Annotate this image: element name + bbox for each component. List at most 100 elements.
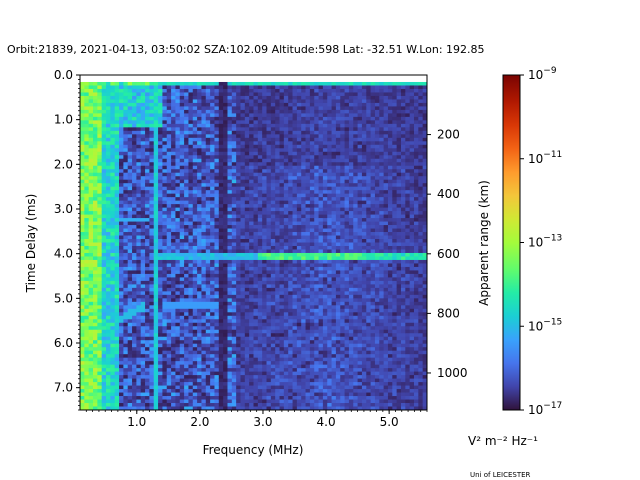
heatmap-cell: [275, 106, 280, 111]
heatmap-cell: [106, 270, 111, 275]
heatmap-cell: [253, 294, 259, 299]
heatmap-cell: [309, 85, 315, 90]
heatmap-cell: [218, 141, 224, 146]
heatmap-cell: [205, 172, 211, 177]
heatmap-cell: [97, 169, 103, 174]
heatmap-cell: [80, 308, 85, 313]
heatmap-cell: [149, 211, 155, 215]
heatmap-cell: [97, 99, 103, 104]
heatmap-cell: [106, 343, 111, 348]
heatmap-cell: [119, 263, 124, 268]
heatmap-cell: [158, 406, 163, 411]
heatmap-cell: [223, 225, 228, 229]
heatmap-cell: [305, 204, 311, 208]
heatmap-cell: [127, 183, 133, 188]
heatmap-cell: [283, 263, 289, 268]
heatmap-cell: [275, 399, 280, 404]
heatmap-cell: [119, 218, 124, 222]
heatmap-cell: [158, 134, 163, 139]
heatmap-cell: [244, 280, 250, 285]
heatmap-cell: [88, 329, 94, 334]
heatmap-cell: [149, 232, 155, 236]
heatmap-cell: [114, 249, 120, 254]
heatmap-cell: [301, 364, 306, 369]
heatmap-cell: [279, 137, 285, 142]
heatmap-cell: [301, 329, 306, 334]
heatmap-cell: [153, 204, 159, 208]
heatmap-cell: [175, 270, 181, 275]
heatmap-cell: [114, 263, 120, 268]
heatmap-cell: [80, 340, 85, 345]
heatmap-cell: [93, 99, 98, 104]
heatmap-cell: [279, 340, 285, 345]
heatmap-cell: [305, 298, 311, 303]
heatmap-cell: [223, 207, 228, 212]
heatmap-cell: [236, 298, 241, 303]
heatmap-cell: [184, 389, 189, 393]
heatmap-cell: [288, 162, 293, 167]
heatmap-cell: [301, 361, 306, 366]
heatmap-cell: [97, 155, 103, 160]
heatmap-cell: [257, 319, 263, 324]
heatmap-cell: [84, 284, 90, 289]
heatmap-cell: [119, 186, 124, 191]
heatmap-cell: [158, 354, 163, 359]
heatmap-cell: [201, 179, 207, 184]
heatmap-cell: [136, 399, 142, 404]
heatmap-cell: [158, 179, 163, 184]
heatmap-cell: [162, 326, 168, 331]
heatmap-cell: [201, 403, 207, 407]
heatmap-cell: [253, 190, 259, 195]
heatmap-cell: [106, 256, 111, 261]
heatmap-cell: [227, 266, 233, 271]
heatmap-cell: [305, 305, 311, 310]
heatmap-cell: [101, 259, 107, 264]
heatmap-cell: [158, 214, 163, 219]
heatmap-cell: [214, 322, 220, 327]
heatmap-cell: [305, 225, 311, 229]
heatmap-cell: [110, 176, 116, 181]
heatmap-cell: [123, 106, 129, 111]
heatmap-cell: [162, 273, 168, 278]
heatmap-cell: [197, 158, 202, 163]
heatmap-cell: [153, 399, 159, 404]
heatmap-cell: [153, 200, 159, 205]
heatmap-cell: [153, 350, 159, 355]
heatmap-cell: [114, 113, 120, 118]
heatmap-cell: [283, 148, 289, 153]
heatmap-cell: [145, 165, 150, 170]
heatmap-cell: [266, 305, 272, 310]
heatmap-cell: [149, 99, 155, 104]
heatmap-cell: [114, 336, 120, 341]
heatmap-cell: [244, 228, 250, 233]
heatmap-cell: [188, 137, 194, 142]
heatmap-cell: [119, 245, 124, 250]
heatmap-cell: [88, 232, 94, 236]
heatmap-cell: [270, 148, 276, 153]
heatmap-cell: [296, 399, 302, 404]
heatmap-cell: [218, 322, 224, 327]
heatmap-cell: [249, 221, 254, 226]
heatmap-cell: [149, 155, 155, 160]
heatmap-cell: [249, 308, 254, 313]
heatmap-cell: [210, 259, 215, 264]
heatmap-cell: [127, 284, 133, 289]
heatmap-cell: [184, 368, 189, 373]
heatmap-cell: [249, 116, 254, 121]
heatmap-cell: [305, 130, 311, 135]
heatmap-cell: [188, 218, 194, 222]
heatmap-cell: [210, 242, 215, 247]
heatmap-cell: [270, 116, 276, 121]
heatmap-cell: [192, 123, 198, 128]
heatmap-cell: [288, 130, 293, 135]
heatmap-cell: [88, 333, 94, 338]
heatmap-cell: [275, 221, 280, 226]
heatmap-cell: [231, 354, 237, 359]
heatmap-cell: [296, 382, 302, 386]
heatmap-cell: [171, 228, 176, 233]
heatmap-cell: [179, 305, 185, 310]
heatmap-cell: [227, 403, 233, 407]
heatmap-cell: [292, 228, 298, 233]
heatmap-cell: [119, 235, 124, 240]
heatmap-cell: [262, 92, 267, 97]
